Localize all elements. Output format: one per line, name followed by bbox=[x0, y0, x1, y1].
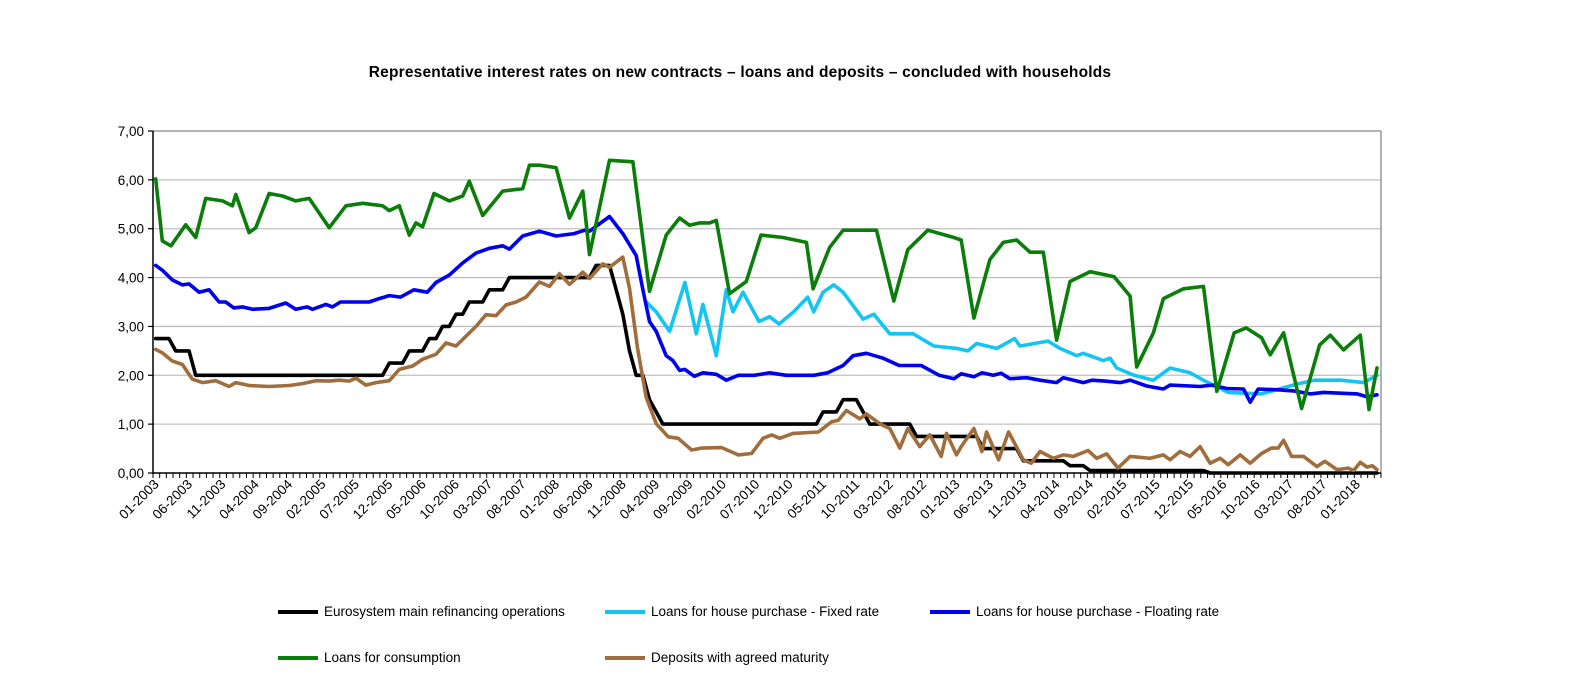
chart-title: Representative interest rates on new con… bbox=[368, 64, 1112, 81]
y-tick-label: 4,00 bbox=[118, 271, 144, 286]
legend-item-consumption: Loans for consumption bbox=[278, 650, 461, 665]
legend-swatch bbox=[605, 655, 645, 660]
legend-swatch bbox=[278, 655, 318, 660]
legend-swatch bbox=[605, 609, 645, 614]
y-tick-label: 0,00 bbox=[118, 466, 144, 481]
legend-swatch bbox=[278, 609, 318, 614]
y-tick-label: 5,00 bbox=[118, 222, 144, 237]
series-line-loans-for-house-purchase-fixed-rate bbox=[644, 280, 1379, 396]
legend-label: Loans for house purchase - Fixed rate bbox=[651, 604, 880, 619]
y-tick-label: 2,00 bbox=[118, 368, 144, 383]
series-line-loans-for-house-purchase-floating-rate bbox=[153, 214, 1379, 404]
y-tick-label: 7,00 bbox=[118, 124, 144, 139]
series-lines bbox=[153, 158, 1379, 475]
y-tick-label: 3,00 bbox=[118, 319, 144, 334]
y-tick-label: 1,00 bbox=[118, 417, 144, 432]
series-line-eurosystem-main-refinancing-operations bbox=[153, 263, 1379, 475]
y-axis-tick-labels: 0,00 1,00 2,00 3,00 4,00 5,00 6,00 7,00 bbox=[118, 124, 144, 481]
legend-item-deposits: Deposits with agreed maturity bbox=[605, 650, 829, 665]
legend-swatch bbox=[930, 609, 970, 614]
y-tick-label: 6,00 bbox=[118, 173, 144, 188]
legend-label: Loans for consumption bbox=[324, 650, 461, 665]
axes bbox=[148, 130, 1382, 478]
legend-label: Loans for house purchase - Floating rate bbox=[976, 604, 1220, 619]
legend-label: Eurosystem main refinancing operations bbox=[324, 604, 565, 619]
legend-item-fixed-rate: Loans for house purchase - Fixed rate bbox=[605, 604, 879, 619]
series-line-deposits-with-agreed-maturity bbox=[153, 255, 1379, 473]
legend-label: Deposits with agreed maturity bbox=[651, 650, 829, 665]
x-axis-tick-labels: 01-200306-200311-200304-200409-200402-20… bbox=[116, 476, 1363, 522]
legend-item-refinancing: Eurosystem main refinancing operations bbox=[278, 604, 565, 619]
series-line-loans-for-consumption bbox=[153, 158, 1379, 412]
legend-item-floating-rate: Loans for house purchase - Floating rate bbox=[930, 604, 1219, 619]
